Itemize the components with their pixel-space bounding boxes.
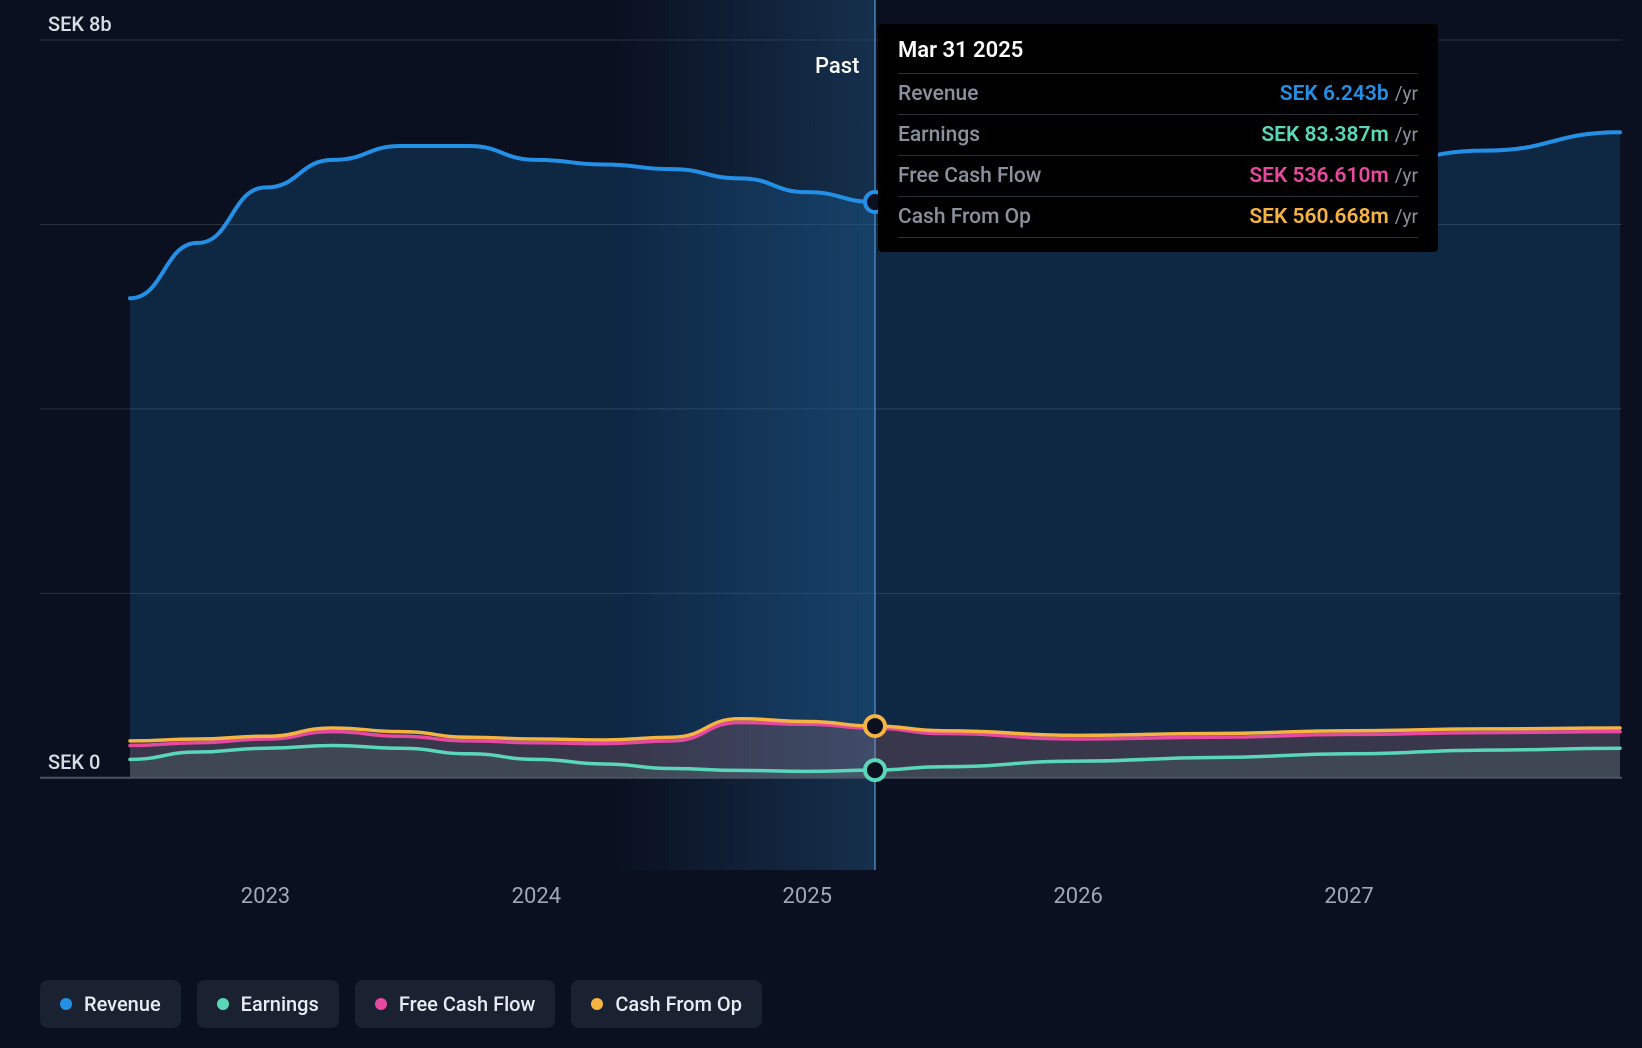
x-axis-label: 2026 [1053, 884, 1102, 909]
legend-item[interactable]: Cash From Op [571, 980, 762, 1028]
tooltip-row: Free Cash Flow SEK 536.610m/yr [898, 156, 1418, 197]
legend: Revenue Earnings Free Cash Flow Cash From O… [40, 980, 762, 1028]
tooltip-value: SEK 560.668m/yr [1249, 205, 1418, 229]
tooltip-row: Cash From Op SEK 560.668m/yr [898, 197, 1418, 238]
past-label: Past [815, 54, 859, 79]
legend-item[interactable]: Free Cash Flow [355, 980, 556, 1028]
legend-label: Free Cash Flow [399, 992, 536, 1016]
tooltip-value: SEK 6.243b/yr [1280, 82, 1418, 106]
y-axis-label: SEK 8b [48, 12, 112, 36]
tooltip-label: Earnings [898, 123, 980, 147]
legend-swatch [591, 998, 603, 1010]
legend-item[interactable]: Revenue [40, 980, 181, 1028]
legend-label: Revenue [84, 992, 161, 1016]
legend-label: Earnings [241, 992, 319, 1016]
x-axis-label: 2024 [512, 884, 561, 909]
legend-swatch [217, 998, 229, 1010]
x-axis-label: 2027 [1324, 884, 1373, 909]
tooltip-date: Mar 31 2025 [898, 38, 1418, 74]
tooltip: Mar 31 2025 Revenue SEK 6.243b/yr Earnings… [878, 24, 1438, 252]
tooltip-value: SEK 536.610m/yr [1249, 164, 1418, 188]
x-axis-label: 2025 [783, 884, 832, 909]
legend-label: Cash From Op [615, 992, 742, 1016]
legend-swatch [60, 998, 72, 1010]
tooltip-row: Earnings SEK 83.387m/yr [898, 115, 1418, 156]
legend-item[interactable]: Earnings [197, 980, 339, 1028]
tooltip-label: Cash From Op [898, 205, 1031, 229]
tooltip-row: Revenue SEK 6.243b/yr [898, 74, 1418, 115]
x-axis-label: 2023 [241, 884, 290, 909]
y-axis-label: SEK 0 [48, 750, 100, 774]
legend-swatch [375, 998, 387, 1010]
tooltip-label: Revenue [898, 82, 978, 106]
tooltip-label: Free Cash Flow [898, 164, 1041, 188]
tooltip-value: SEK 83.387m/yr [1261, 123, 1418, 147]
